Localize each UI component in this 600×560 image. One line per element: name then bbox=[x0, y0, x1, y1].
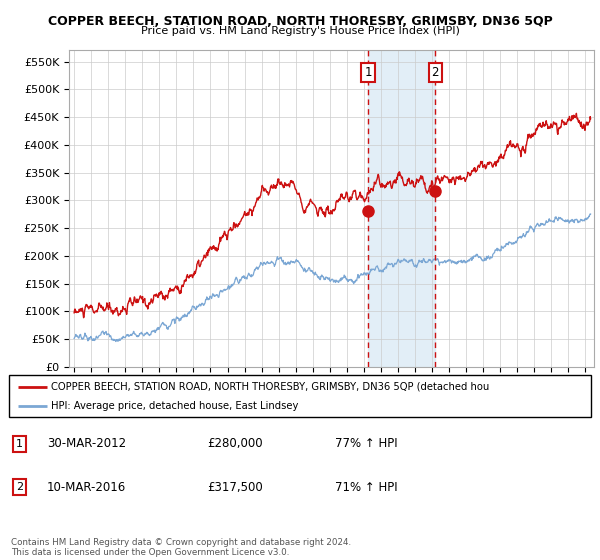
Text: 10-MAR-2016: 10-MAR-2016 bbox=[47, 480, 126, 493]
Text: 1: 1 bbox=[16, 438, 23, 449]
Text: 77% ↑ HPI: 77% ↑ HPI bbox=[335, 437, 398, 450]
Text: Price paid vs. HM Land Registry's House Price Index (HPI): Price paid vs. HM Land Registry's House … bbox=[140, 26, 460, 36]
Text: 2: 2 bbox=[431, 66, 439, 79]
Text: 30-MAR-2012: 30-MAR-2012 bbox=[47, 437, 126, 450]
Text: COPPER BEECH, STATION ROAD, NORTH THORESBY, GRIMSBY, DN36 5QP: COPPER BEECH, STATION ROAD, NORTH THORES… bbox=[47, 15, 553, 28]
Text: £280,000: £280,000 bbox=[207, 437, 263, 450]
Text: HPI: Average price, detached house, East Lindsey: HPI: Average price, detached house, East… bbox=[51, 401, 298, 411]
Bar bbox=[368, 50, 436, 367]
Text: £317,500: £317,500 bbox=[207, 480, 263, 493]
Text: 71% ↑ HPI: 71% ↑ HPI bbox=[335, 480, 398, 493]
Text: 1: 1 bbox=[364, 66, 372, 79]
Text: Contains HM Land Registry data © Crown copyright and database right 2024.
This d: Contains HM Land Registry data © Crown c… bbox=[11, 538, 351, 557]
Text: 2: 2 bbox=[16, 482, 23, 492]
Text: COPPER BEECH, STATION ROAD, NORTH THORESBY, GRIMSBY, DN36 5QP (detached hou: COPPER BEECH, STATION ROAD, NORTH THORES… bbox=[51, 381, 489, 391]
